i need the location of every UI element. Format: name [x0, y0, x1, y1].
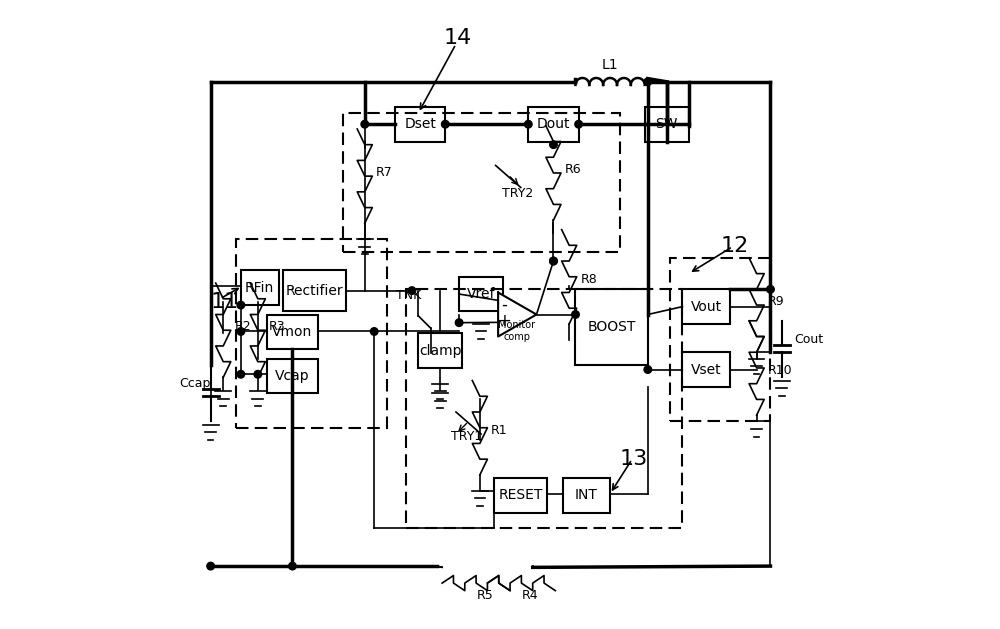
Text: Rectifier: Rectifier [286, 284, 343, 298]
Bar [528, 107, 579, 142]
Text: R8: R8 [581, 273, 597, 286]
Circle shape [644, 78, 652, 86]
Text: Vset: Vset [691, 362, 721, 377]
Text: RESET: RESET [498, 488, 543, 503]
Circle shape [572, 311, 579, 318]
Bar [236, 239, 387, 428]
Bar [395, 107, 445, 142]
Text: Vref: Vref [467, 287, 495, 301]
Text: 12: 12 [720, 236, 748, 255]
Text: Dset: Dset [404, 117, 436, 131]
Text: R10: R10 [768, 364, 793, 377]
Circle shape [237, 328, 245, 335]
Text: Ccap: Ccap [179, 377, 211, 390]
Text: R5: R5 [477, 589, 493, 602]
Text: Vmon: Vmon [272, 325, 313, 339]
Circle shape [370, 328, 378, 335]
Text: R2: R2 [235, 320, 251, 333]
Bar [459, 277, 503, 311]
Bar [682, 352, 730, 387]
Text: TNK: TNK [396, 289, 421, 303]
Text: R4: R4 [522, 589, 539, 602]
Bar [267, 359, 318, 393]
Polygon shape [498, 292, 536, 337]
Circle shape [237, 301, 245, 309]
Bar [283, 270, 346, 311]
Bar [343, 113, 620, 252]
Text: +: + [497, 312, 511, 330]
Bar [241, 270, 279, 305]
Text: Vcap: Vcap [275, 369, 310, 383]
Circle shape [644, 366, 652, 374]
Circle shape [442, 121, 449, 128]
Bar [418, 333, 462, 368]
Text: RFin: RFin [245, 281, 274, 295]
Bar [563, 478, 610, 513]
Text: INT: INT [575, 488, 598, 503]
Text: Vout: Vout [690, 299, 722, 314]
Text: L1: L1 [602, 58, 618, 72]
Circle shape [361, 121, 369, 128]
Circle shape [550, 257, 557, 265]
Circle shape [525, 121, 532, 128]
Text: SW: SW [655, 117, 678, 131]
Circle shape [767, 286, 774, 293]
Text: R7: R7 [376, 166, 393, 179]
Text: Monitor
comp: Monitor comp [498, 320, 536, 342]
Circle shape [455, 319, 463, 326]
Circle shape [254, 370, 262, 378]
Text: R3: R3 [269, 320, 286, 333]
Text: Cout: Cout [794, 333, 823, 346]
Text: clamp: clamp [419, 343, 461, 358]
Text: 13: 13 [620, 450, 648, 469]
Text: R9: R9 [768, 295, 785, 308]
Text: TRY1: TRY1 [451, 430, 482, 443]
Text: R1: R1 [491, 424, 508, 437]
Text: Dout: Dout [537, 117, 570, 131]
Circle shape [289, 562, 296, 570]
Bar [494, 478, 547, 513]
Bar [267, 314, 318, 349]
Text: BOOST: BOOST [587, 320, 636, 334]
Text: 11: 11 [211, 292, 239, 312]
Circle shape [237, 370, 245, 378]
Circle shape [550, 141, 557, 148]
Text: -: - [501, 296, 507, 314]
Circle shape [207, 562, 214, 570]
Bar [682, 289, 730, 324]
Text: 14: 14 [443, 28, 472, 48]
Circle shape [550, 257, 557, 265]
Circle shape [408, 287, 416, 294]
Bar [575, 289, 648, 365]
Bar [645, 107, 689, 142]
Text: R6: R6 [565, 163, 581, 176]
Text: TRY2: TRY2 [502, 187, 533, 200]
Circle shape [575, 121, 582, 128]
Bar [670, 258, 770, 421]
Bar [406, 289, 682, 528]
